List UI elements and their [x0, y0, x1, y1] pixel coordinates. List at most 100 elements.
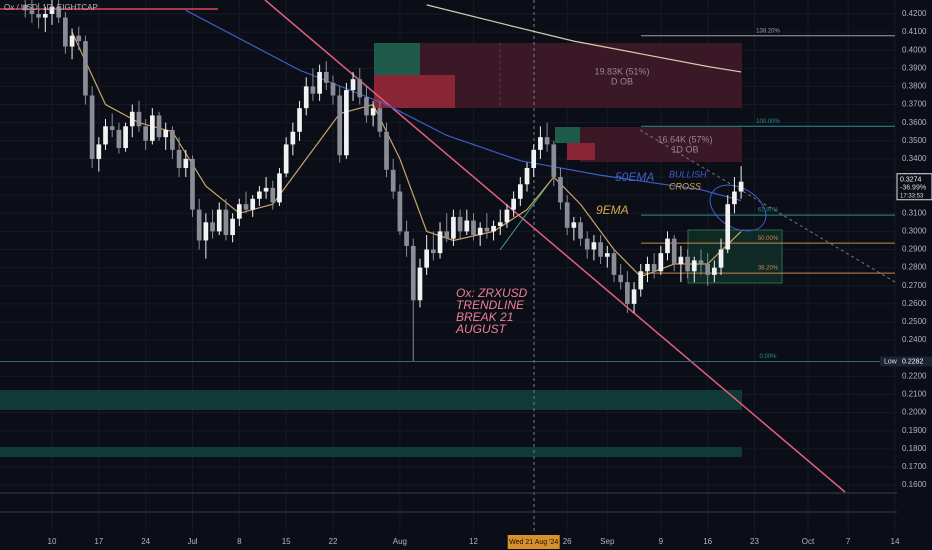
annotation: CROSS — [669, 181, 701, 191]
candle-body — [685, 256, 690, 272]
candle-body — [471, 220, 476, 236]
candles — [22, 0, 744, 362]
price-axis — [897, 0, 932, 550]
candle-body — [297, 108, 302, 132]
candle-body — [357, 79, 363, 98]
candle-body — [283, 144, 289, 174]
candle-body — [370, 108, 376, 116]
candle-body — [203, 222, 209, 241]
fib-label: 0.00% — [759, 354, 777, 360]
y-tick-label: 0.2700 — [902, 281, 927, 290]
fib-label: 38.20% — [758, 266, 779, 272]
candle-body — [69, 35, 75, 47]
fib-label: 61.80% — [758, 208, 779, 214]
candle-body — [464, 220, 470, 232]
candle-body — [103, 126, 108, 145]
y-tick-label: 0.3800 — [902, 82, 927, 91]
fib-label: 100.00% — [756, 119, 780, 125]
x-tick-label: 7 — [846, 537, 851, 546]
y-tick-label: 0.3700 — [902, 100, 927, 109]
candle-body — [564, 202, 570, 228]
x-tick-label: 12 — [469, 537, 478, 546]
candle-body — [437, 231, 443, 254]
y-tick-label: 0.4100 — [902, 27, 927, 36]
annotation: 9EMA — [596, 203, 629, 217]
candle-body — [491, 225, 496, 232]
candle-body — [56, 6, 62, 18]
last-price: 0.3274 — [900, 177, 922, 184]
annotation: BREAK 21 — [456, 310, 513, 324]
y-tick-label: 0.3000 — [902, 227, 927, 236]
y-tick-label: 0.1800 — [902, 444, 927, 453]
y-tick-label: 0.2000 — [902, 408, 927, 417]
x-tick-label: 24 — [141, 537, 150, 546]
candle-body — [216, 209, 222, 232]
x-tick-label: 26 — [563, 537, 572, 546]
candle-body — [691, 260, 697, 272]
y-tick-label: 0.4000 — [902, 45, 927, 54]
candle-body — [49, 6, 55, 14]
x-tick-label: Sep — [600, 537, 615, 546]
low-box — [880, 356, 932, 367]
x-tick-label: Jul — [187, 537, 197, 546]
order-block — [580, 127, 742, 162]
candle-body — [303, 86, 309, 109]
fib-label: 50.00% — [758, 236, 779, 242]
candle-body — [638, 271, 644, 290]
y-tick-label: 0.2400 — [902, 335, 927, 344]
ob-label: D OB — [611, 76, 633, 86]
candle-body — [109, 126, 115, 130]
candle-body — [183, 158, 189, 168]
candle-body — [444, 231, 450, 239]
candle-body — [350, 79, 356, 91]
y-tick-label: 0.3100 — [902, 208, 927, 217]
candle-body — [457, 216, 463, 232]
order-block-green — [555, 127, 580, 143]
y-tick-label: 0.3400 — [902, 154, 927, 163]
candle-body — [384, 131, 389, 170]
y-tick-label: 0.2500 — [902, 317, 927, 326]
candle-body — [604, 253, 610, 257]
candle-body — [143, 126, 148, 141]
candle-body — [558, 177, 563, 203]
candle-body — [196, 209, 202, 241]
order-block — [420, 43, 742, 108]
y-tick-label: 0.4200 — [902, 9, 927, 18]
candle-body — [337, 95, 343, 156]
candle-body — [511, 198, 516, 210]
candle-body — [658, 253, 664, 272]
candle-body — [625, 282, 630, 304]
candle-body — [323, 71, 329, 83]
zone — [0, 390, 742, 410]
candle-body — [578, 222, 583, 239]
ob-volume: 16.64K (57%) — [657, 134, 712, 144]
candle-body — [584, 238, 590, 250]
candle-body — [504, 209, 510, 223]
x-tick-label: Oct — [802, 537, 815, 546]
y-tick-label: 0.1900 — [902, 426, 927, 435]
candle-body — [210, 222, 215, 232]
candle-body — [712, 267, 717, 275]
candle-body — [364, 97, 369, 116]
y-tick-label: 0.2800 — [902, 263, 927, 272]
candle-body — [22, 4, 28, 11]
order-block-green — [374, 43, 420, 75]
fib-label: 138.20% — [756, 28, 780, 34]
annotation: Ox: ZRXUSD — [456, 286, 528, 300]
zone — [0, 447, 742, 457]
candle-body — [344, 90, 349, 156]
candle-body — [544, 137, 550, 145]
y-tick-label: 0.2200 — [902, 371, 927, 380]
candle-body — [451, 216, 456, 239]
countdown: 17:33:53 — [900, 193, 924, 199]
candle-body — [170, 129, 175, 150]
crosshair-box — [507, 535, 560, 549]
low-name: Low — [884, 358, 898, 365]
candle-body — [76, 35, 82, 42]
candle-body — [417, 267, 423, 301]
candle-body — [651, 264, 657, 272]
candle-body — [330, 82, 336, 96]
candle-body — [263, 187, 269, 192]
candle-body — [524, 167, 530, 185]
